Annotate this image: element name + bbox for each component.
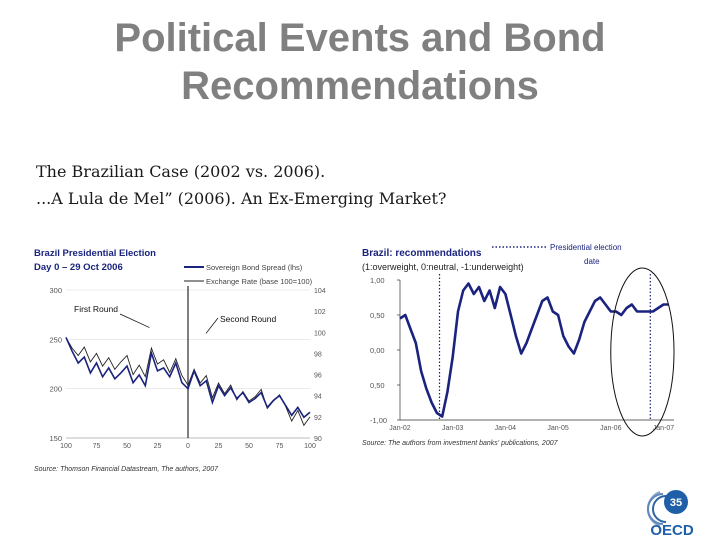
chart-1-source: Source: Thomson Financial Datastream, Th… — [34, 466, 219, 473]
title-line-1: Political Events and Bond — [114, 16, 606, 60]
c2-y-tick-1: 0,50 — [370, 311, 385, 320]
logo-arc-middle — [647, 493, 664, 525]
event-label-line-2: date — [584, 257, 600, 266]
annotation-first-round: First Round — [74, 304, 118, 314]
chart-1-left-axis: 300 250 200 150 — [49, 286, 62, 443]
event-label-line-1: Presidential election — [550, 243, 622, 252]
annotation-first-round-arrow — [119, 313, 150, 328]
chart-1-title: Brazil Presidential Election — [34, 248, 156, 259]
c1-x-tick-5: 25 — [215, 443, 223, 450]
chart-2-subtitle: (1:overweight, 0:neutral, -1:underweight… — [362, 262, 524, 272]
c1-x-tick-1: 75 — [93, 443, 101, 450]
chart-brazil-recommendations: Brazil: recommendations (1:overweight, 0… — [356, 240, 692, 452]
c2-y-tick-0: 1,00 — [370, 276, 385, 285]
c1-x-tick-7: 75 — [276, 443, 284, 450]
chart-2-source: Source: The authors from investment bank… — [362, 440, 558, 447]
oecd-logo: 35 OECD — [636, 488, 708, 539]
subtitle-line-1: The Brazilian Case (2002 vs. 2006). — [36, 162, 326, 181]
c1-right-tick-1: 102 — [314, 309, 326, 316]
annotation-second-round-arrow — [205, 317, 219, 334]
slide-title: Political Events and Bond Recommendation… — [0, 14, 720, 110]
c1-right-tick-4: 96 — [314, 373, 322, 380]
c2-x-tick-5: Jan-07 — [653, 425, 675, 432]
page-number-badge — [664, 490, 688, 514]
c1-x-tick-6: 50 — [245, 443, 253, 450]
chart-1-svg: Brazil Presidential Election Day 0 – 29 … — [34, 248, 326, 450]
logo-wordmark: OECD — [650, 522, 694, 538]
c2-x-tick-3: Jan-05 — [547, 425, 569, 432]
chart-brazil-election-spread: Brazil Presidential Election Day 0 – 29 … — [28, 240, 336, 473]
logo-arc-inner — [652, 495, 667, 523]
annotation-second-round: Second Round — [220, 314, 277, 324]
legend-1-label-spread: Sovereign Bond Spread (lhs) — [206, 263, 303, 272]
chart-1-x-axis: 100 75 50 25 0 25 50 75 100 — [60, 437, 316, 450]
chart-1-annotations: First Round Second Round — [74, 304, 277, 334]
c1-x-tick-2: 50 — [123, 443, 131, 450]
c1-left-tick-3: 150 — [49, 434, 62, 443]
c1-left-tick-0: 300 — [49, 286, 62, 295]
c1-right-tick-6: 92 — [314, 415, 322, 422]
subtitle-line-2: ...A Lula de Mel” (2006). An Ex-Emerging… — [36, 189, 447, 208]
c1-left-tick-1: 250 — [49, 335, 62, 344]
c1-x-tick-0: 100 — [60, 443, 72, 450]
recommendation-line — [399, 282, 669, 418]
c1-right-tick-5: 94 — [314, 394, 322, 401]
highlight-ellipse — [610, 267, 675, 437]
c2-x-tick-2: Jan-04 — [495, 425, 517, 432]
c2-y-tick-3: 0,50 — [370, 381, 385, 390]
c1-right-tick-0: 104 — [314, 288, 326, 295]
sovereign-spread-line — [65, 337, 311, 419]
c2-y-tick-4: -1,00 — [370, 416, 387, 425]
c2-x-tick-0: Jan-02 — [389, 425, 411, 432]
chart-1-right-axis: 104 102 100 98 96 94 92 90 — [314, 288, 326, 443]
chart-1-subtitle: Day 0 – 29 Oct 2006 — [34, 262, 123, 273]
c1-x-tick-4: 0 — [186, 443, 190, 450]
c1-right-tick-7: 90 — [314, 436, 322, 443]
c1-x-tick-3: 25 — [154, 443, 162, 450]
chart-2-title: Brazil: recommendations — [362, 248, 482, 259]
c1-left-tick-2: 200 — [49, 385, 62, 394]
chart-2-svg: Brazil: recommendations (1:overweight, 0… — [362, 243, 675, 437]
c1-right-tick-2: 100 — [314, 330, 326, 337]
legend-1-label-fx: Exchange Rate (base 100=100) — [206, 277, 313, 286]
title-line-2: Recommendations — [181, 64, 539, 108]
c2-y-tick-2: 0,00 — [370, 346, 385, 355]
c1-right-tick-3: 98 — [314, 351, 322, 358]
c2-x-tick-1: Jan-03 — [442, 425, 464, 432]
c2-x-tick-4: Jan-06 — [600, 425, 622, 432]
slide-subtitle: The Brazilian Case (2002 vs. 2006). ...A… — [36, 158, 696, 212]
page-number: 35 — [670, 497, 682, 509]
c1-x-tick-8: 100 — [304, 443, 316, 450]
